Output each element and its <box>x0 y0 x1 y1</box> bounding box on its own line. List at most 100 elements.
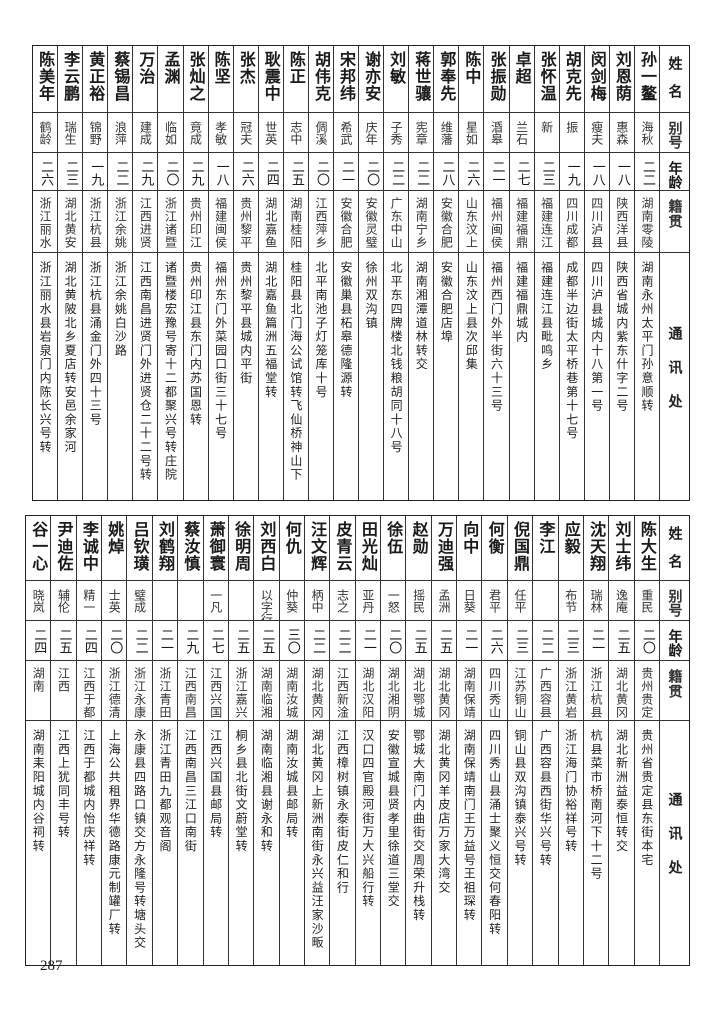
age-cell: 一八 <box>584 153 609 191</box>
alias-cell: 重民 <box>634 581 659 621</box>
age-text: 二九 <box>138 160 154 186</box>
origin-cell: 山东汶上 <box>459 191 484 253</box>
origin-cell: 湖南宁乡 <box>409 191 434 253</box>
alias-cell: 精一 <box>76 581 102 621</box>
name-cell: 蔡汝慎 <box>178 516 203 581</box>
age-cell: 二九 <box>183 153 208 191</box>
alias-cell: 锦野 <box>83 113 108 153</box>
origin-text: 湖南保靖 <box>462 667 477 719</box>
alias-cell: 仲葵 <box>279 581 304 621</box>
name-text: 陈大生 <box>637 521 657 572</box>
age-text: 二一 <box>360 628 376 654</box>
age-cell: 二三 <box>534 153 559 191</box>
name-cell: 陈大生 <box>634 516 659 581</box>
alias-cell: 逸庵 <box>609 581 634 621</box>
alias-text: 希武 <box>339 121 354 145</box>
address-text: 湖南临湘县谢永和转 <box>259 729 274 854</box>
alias-text: 兰石 <box>514 121 529 145</box>
alias-text: 竟成 <box>188 121 203 145</box>
person-column: 蔡锡昌 浪萍 二二 浙江余姚 浙江余姚白沙路 <box>107 46 133 500</box>
person-column: 刘士纬 逸庵 二五 湖北黄冈 湖北新洲益泰恒转交 <box>608 516 634 965</box>
age-text: 二一 <box>462 628 478 654</box>
age-cell: 二〇 <box>158 153 183 191</box>
alias-cell: 惠森 <box>609 113 634 153</box>
age-cell: 二三 <box>58 153 83 191</box>
origin-cell: 湖北汉阳 <box>355 661 381 721</box>
alias-text: 孝敏 <box>213 121 228 145</box>
origin-text: 四川泸县 <box>589 197 604 249</box>
origin-cell: 湖南 <box>26 661 51 721</box>
age-text: 二一 <box>339 160 355 186</box>
person-column: 蔡汝慎 二九 江西南昌 江西南昌三江口南街 <box>177 516 203 965</box>
name-cell: 何仇 <box>279 516 304 581</box>
address-text: 成都半边街太平桥巷第十七号 <box>564 261 579 441</box>
alias-cell: 竟成 <box>183 113 208 153</box>
origin-text: 湖南 <box>31 667 46 693</box>
age-cell: 二七 <box>203 621 228 661</box>
origin-text: 江西南昌 <box>183 667 198 719</box>
name-cell: 何衡 <box>482 516 507 581</box>
origin-cell: 江西兴国 <box>203 661 228 721</box>
header-age-text: 年龄 <box>666 629 683 657</box>
alias-cell: 星如 <box>459 113 484 153</box>
address-cell: 浙江杭县涌金门外四十三号 <box>83 253 107 500</box>
name-cell: 胡克先 <box>559 46 584 113</box>
address-cell: 贵州省贵定县东街本宅 <box>635 721 659 965</box>
name-text: 刘鹤翔 <box>155 521 175 572</box>
alias-text: 晓岚 <box>31 589 46 613</box>
name-text: 皮青云 <box>333 521 353 572</box>
person-column: 徐明周 二五 浙江嘉兴 桐乡县北街文蔚堂转 <box>227 516 254 965</box>
origin-cell: 浙江嘉兴 <box>228 661 254 721</box>
name-text: 应毅 <box>561 521 581 555</box>
name-text: 黄正裕 <box>86 51 106 102</box>
person-column: 陈坚 孝敏 一八 福建闽侯 福州东门外菜园口街三十七号 <box>207 46 233 500</box>
age-cell: 二〇 <box>308 153 333 191</box>
person-column: 李云鹏 瑞生 二三 湖北黄安 湖北黄陂北乡夏店转安邑余家河 <box>57 46 83 500</box>
origin-text: 安徽灵璧 <box>364 197 379 249</box>
origin-cell: 四川成都 <box>559 191 584 253</box>
alias-text: 日葵 <box>462 589 477 613</box>
address-text: 福建连江县毗鸣乡 <box>539 261 554 372</box>
name-text: 赵勋 <box>409 521 429 555</box>
alias-cell: 世英 <box>258 113 283 153</box>
origin-cell: 浙江青田 <box>152 661 178 721</box>
alias-cell: 布节 <box>558 581 583 621</box>
alias-text: 浪萍 <box>113 121 128 145</box>
address-cell: 安徽合肥店埠 <box>434 253 458 500</box>
person-column: 耿震中 世英 二四 湖北嘉鱼 湖北嘉鱼篇洲五福堂转 <box>257 46 283 500</box>
origin-cell: 浙江黄岩 <box>558 661 583 721</box>
address-text: 湖北黄冈羊皮店万家大湾交 <box>436 729 451 895</box>
age-cell: 二五 <box>228 621 254 661</box>
person-column: 张振勋 涽皋 二一 福州闽侯 福州西门外半街六十三号 <box>483 46 509 500</box>
origin-text: 安徽合肥 <box>339 197 354 249</box>
origin-text: 江苏铜山 <box>513 667 528 719</box>
address-text: 浙江海门协裕祥号转 <box>563 729 578 854</box>
alias-cell: 日葵 <box>457 581 482 621</box>
header-origin-cell: 籍贯 <box>660 191 689 253</box>
name-text: 卓超 <box>512 51 532 85</box>
person-column: 孙一鳌 海秋 二二 湖南零陵 湖南永州太平门孙意顺转 <box>633 46 659 500</box>
name-cell: 胡伟克 <box>308 46 333 113</box>
age-text: 二四 <box>81 628 97 654</box>
alias-cell: 晓岚 <box>26 581 51 621</box>
age-cell: 二四 <box>76 621 102 661</box>
address-cell: 江西樟树镇永泰街皮仁和行 <box>330 721 354 965</box>
alias-text: 亚丹 <box>360 589 375 613</box>
age-cell: 二一 <box>152 621 178 661</box>
origin-text: 福建福鼎 <box>514 197 529 249</box>
age-cell: 二五 <box>51 621 76 661</box>
alias-text: 逸庵 <box>614 589 629 613</box>
address-cell: 江西兴国县邮局转 <box>204 721 228 965</box>
name-cell: 闵剑梅 <box>584 46 609 113</box>
origin-cell: 四川泸县 <box>584 191 609 253</box>
name-text: 孙一鳌 <box>637 51 657 102</box>
alias-text: 冠夫 <box>238 121 253 145</box>
age-text: 二五 <box>614 628 630 654</box>
age-cell: 二五 <box>609 621 634 661</box>
origin-cell: 福州闽侯 <box>484 191 509 253</box>
person-column: 李诚中 精一 二四 江西于都 江西于都城内怡庆祥转 <box>75 516 102 965</box>
origin-cell: 福建连江 <box>534 191 559 253</box>
name-text: 胡克先 <box>562 51 582 102</box>
alias-text: 瘦夫 <box>589 121 604 145</box>
person-column: 姚焯 士英 二〇 浙江德清 上海公共租界华德路康元制罐厂转 <box>101 516 127 965</box>
